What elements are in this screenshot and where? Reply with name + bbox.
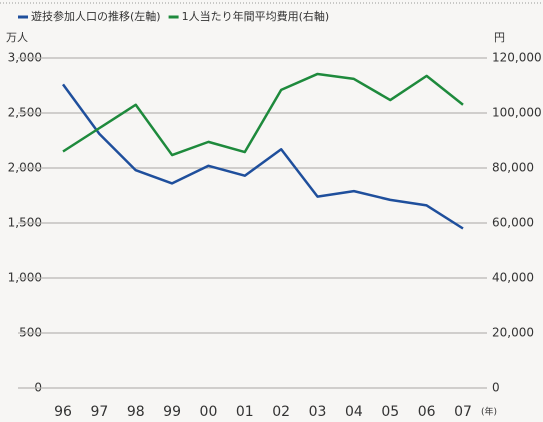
- x-tick-label: 06: [418, 404, 436, 420]
- y-unit: 万人: [6, 31, 28, 44]
- x-tick-label: 00: [200, 404, 218, 420]
- y2-tick-label: 60,000: [492, 216, 534, 230]
- y2-unit: 円: [494, 31, 505, 44]
- x-tick-label: 97: [90, 404, 108, 420]
- legend-label: 遊技参加人口の推移(左軸): [31, 9, 161, 23]
- x-tick-label: 98: [127, 404, 145, 420]
- y2-tick-label: 120,000: [492, 51, 542, 65]
- y2-tick-label: 40,000: [492, 271, 534, 285]
- y2-tick-label: 80,000: [492, 161, 534, 175]
- legend-label: 1人当たり年間平均費用(右軸): [182, 9, 330, 23]
- series-line: [62, 72, 464, 157]
- x-tick-label: 07: [454, 404, 472, 420]
- x-tick-label: 01: [236, 404, 254, 420]
- y2-tick-label: 100,000: [492, 106, 542, 120]
- x-tick-label: 96: [54, 404, 72, 420]
- x-unit: (年): [481, 406, 497, 418]
- x-tick-label: 04: [345, 404, 363, 420]
- y2-tick-label: 0: [492, 381, 500, 395]
- series-line: [61, 83, 464, 230]
- x-tick-label: 02: [272, 404, 290, 420]
- x-tick-label: 99: [163, 404, 181, 420]
- y2-tick-label: 20,000: [492, 326, 534, 340]
- x-tick-label: 05: [381, 404, 399, 420]
- x-tick-label: 03: [309, 404, 327, 420]
